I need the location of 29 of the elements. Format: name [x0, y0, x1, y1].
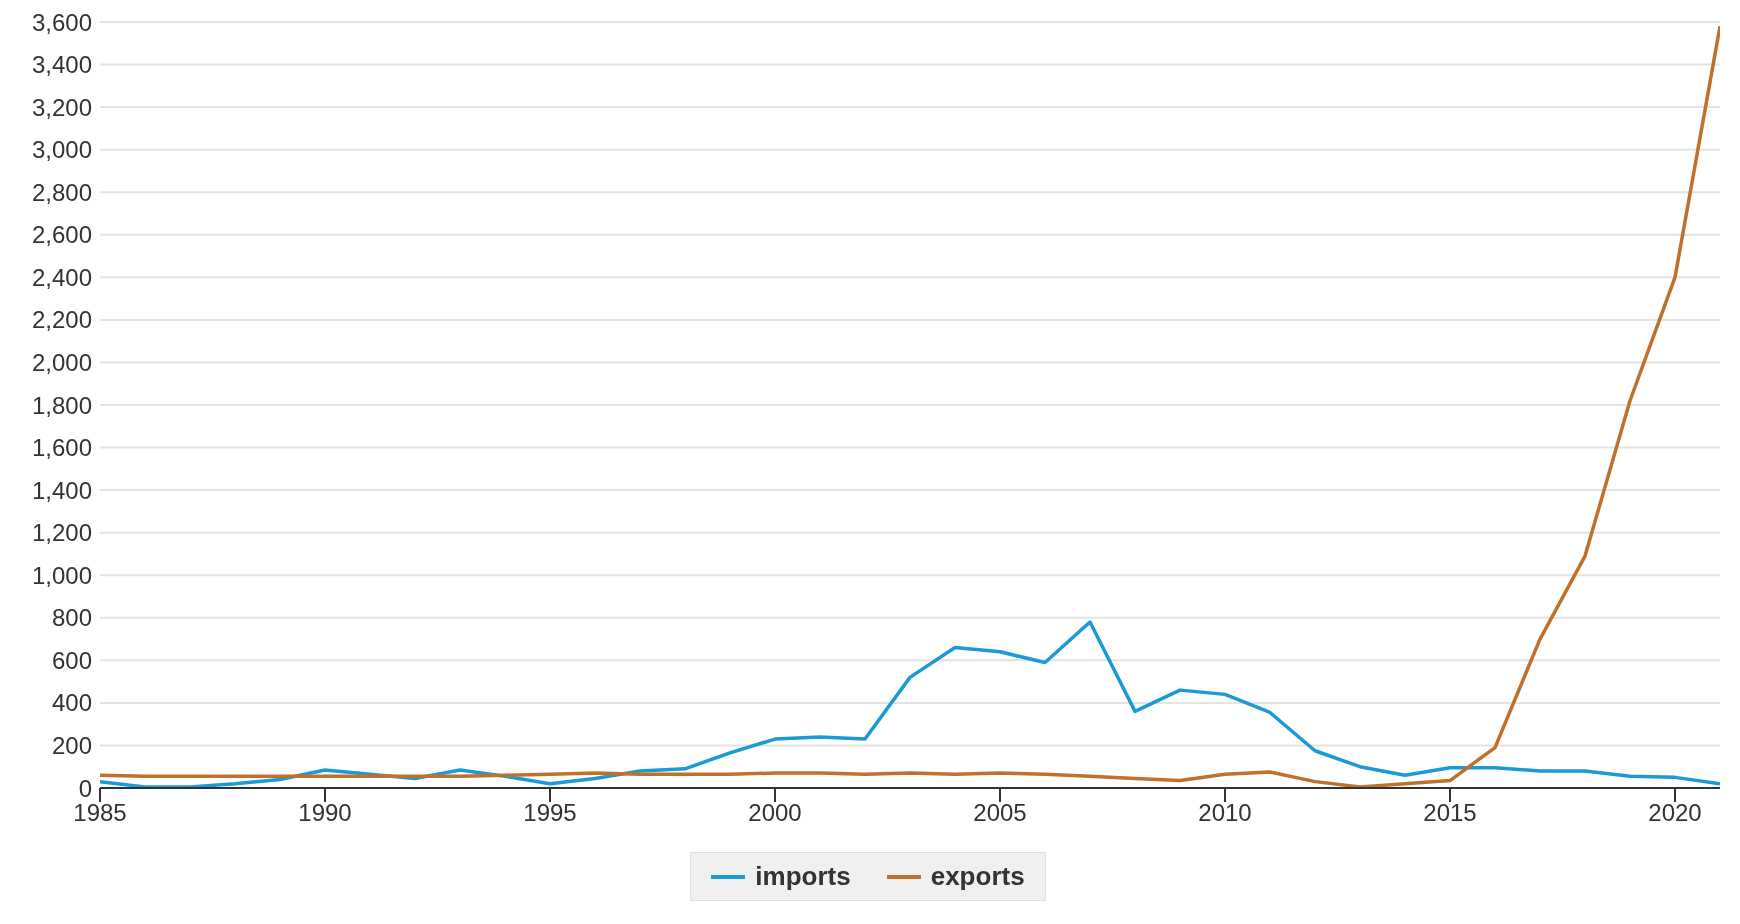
x-tick-label: 2020	[1648, 799, 1702, 827]
y-tick-label: 200	[51, 731, 92, 759]
y-tick-label: 2,200	[31, 306, 92, 334]
y-tick-label: 3,200	[31, 93, 92, 121]
x-tick-label: 1995	[523, 799, 577, 827]
legend-label: exports	[930, 861, 1025, 892]
x-tick-label: 2005	[973, 799, 1027, 827]
y-tick-label: 2,800	[31, 178, 92, 206]
x-tick-label: 2010	[1198, 799, 1252, 827]
legend-label: imports	[755, 861, 851, 892]
x-tick-label: 1990	[298, 799, 352, 827]
y-tick-label: 1,600	[31, 434, 92, 462]
y-tick-label: 400	[51, 689, 92, 717]
y-tick-label: 3,000	[31, 136, 92, 164]
y-tick-label: 2,600	[31, 221, 92, 249]
y-tick-label: 2,400	[31, 263, 92, 291]
y-tick-label: 2,000	[31, 348, 92, 376]
x-tick-label: 2000	[748, 799, 802, 827]
y-tick-label: 3,600	[31, 8, 92, 36]
y-tick-label: 3,400	[31, 51, 92, 79]
y-tick-label: 1,000	[31, 561, 92, 589]
y-tick-label: 1,400	[31, 476, 92, 504]
y-tick-label: 0	[78, 774, 92, 802]
y-tick-label: 1,800	[31, 391, 92, 419]
y-tick-label: 600	[51, 646, 92, 674]
x-tick-label: 1985	[73, 799, 127, 827]
x-tick-label: 2015	[1423, 799, 1477, 827]
y-tick-label: 800	[51, 604, 92, 632]
y-tick-label: 1,200	[31, 519, 92, 547]
